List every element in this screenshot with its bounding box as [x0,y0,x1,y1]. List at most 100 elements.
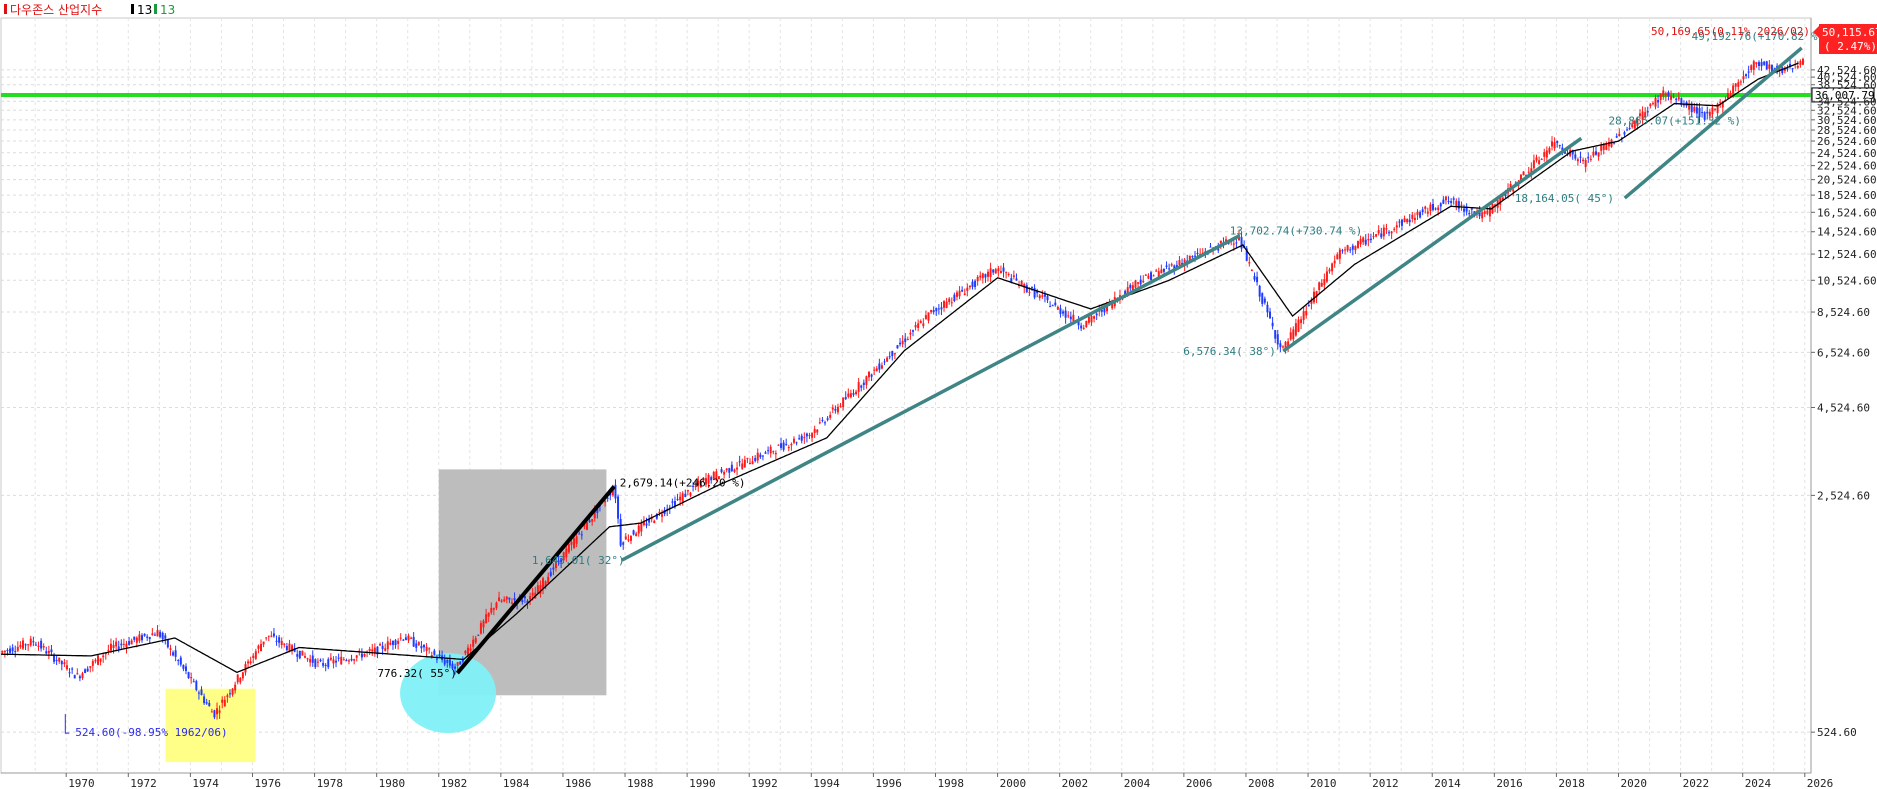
candle-body [578,533,581,535]
candle-body [1372,236,1375,238]
y-tick-label: 6,524.60 [1817,346,1870,359]
candle-body [513,598,516,601]
candle-body [89,666,92,668]
candle-body [1615,136,1618,138]
candle-body [994,269,997,274]
candle-body [1488,207,1491,217]
annotation-3: 28,865.07(+151.32 %) [1609,114,1741,127]
candle-body [1763,61,1766,65]
candle-body [1618,134,1621,137]
candle-body [1426,211,1429,214]
candle-body [1760,62,1763,67]
candle-body [1038,295,1041,298]
candle-body [1631,124,1634,128]
horizontal-line[interactable]: 36,007.79 [1,87,1875,103]
legend-ma1: 13 [137,3,152,17]
candle-body [1178,260,1181,265]
candle-body [1770,64,1773,73]
candle-body [697,480,700,486]
candle-body [270,635,273,637]
candle-body [1783,68,1786,71]
candle-body [456,662,459,666]
candle-body [692,485,695,487]
candle-body [1124,290,1127,295]
x-tick-label: 1988 [627,777,654,789]
candle-body [208,702,211,707]
candle-body [166,639,169,648]
candle-body [1064,310,1067,318]
x-tick-label: 2002 [1062,777,1089,789]
candle-body [1323,279,1326,286]
candle-body [485,614,488,624]
candle-body [391,641,394,645]
candle-body [415,643,418,648]
candlestick-series [1,57,1804,720]
candle-body [1517,184,1520,187]
candle-body [629,535,632,541]
candle-body [472,639,475,647]
candle-body [285,645,288,651]
candle-body [1279,343,1282,348]
candle-body [834,408,837,411]
candle-body [987,271,990,277]
candle-body [1170,264,1173,266]
candle-body [91,661,94,666]
candle-body [1623,132,1626,135]
candle-body [710,477,713,481]
candle-body [617,496,620,519]
candle-body [430,655,433,657]
candle-body [1486,210,1489,214]
candle-body [1657,100,1660,103]
candle-body [1636,118,1639,126]
candle-body [919,320,922,324]
candle-body [1338,249,1341,259]
candle-body [84,669,87,674]
candle-body [1028,291,1031,293]
candle-body [904,338,907,342]
low-marker [64,714,70,734]
candle-body [741,463,744,469]
candle-body [384,648,387,651]
candle-body [492,608,495,610]
candle-body [187,672,190,679]
highlight-ellipse [400,653,497,734]
moving-average-path [1,62,1799,674]
candle-body [1483,211,1486,214]
candle-body [1090,315,1093,323]
legend-ma2-marker [154,4,157,14]
candle-body [955,292,958,297]
candle-body [777,444,780,446]
candle-body [883,361,886,363]
y-tick-label: 32,524.60 [1817,104,1877,117]
candle-body [97,655,100,665]
candle-body [6,649,9,651]
candle-body [179,657,182,665]
candle-body [1638,113,1641,116]
candle-body [1706,111,1709,114]
candle-body [133,636,136,640]
candle-body [1049,306,1052,308]
candle-body [723,471,726,475]
candle-body [257,645,260,649]
candle-body [438,654,441,657]
candle-body [1173,265,1176,270]
candle-body [125,643,128,648]
candle-body [689,492,692,496]
candle-body [272,633,275,637]
candle-body [914,325,917,328]
candle-body [376,646,379,655]
candle-body [262,641,265,645]
candle-body [1675,98,1678,101]
candle-body [624,536,627,540]
candle-body [857,382,860,392]
candle-body [679,496,682,501]
candle-body [780,443,783,448]
candle-body [428,648,431,650]
candle-body [862,382,865,386]
candle-body [143,633,146,636]
plot-area[interactable] [0,17,1812,774]
candle-body [580,534,583,536]
candle-body [1481,212,1484,219]
trendlines[interactable]: 776.32( 55°) 1,643.01( 32°) 6,576.34( 38°)… [377,46,1803,680]
